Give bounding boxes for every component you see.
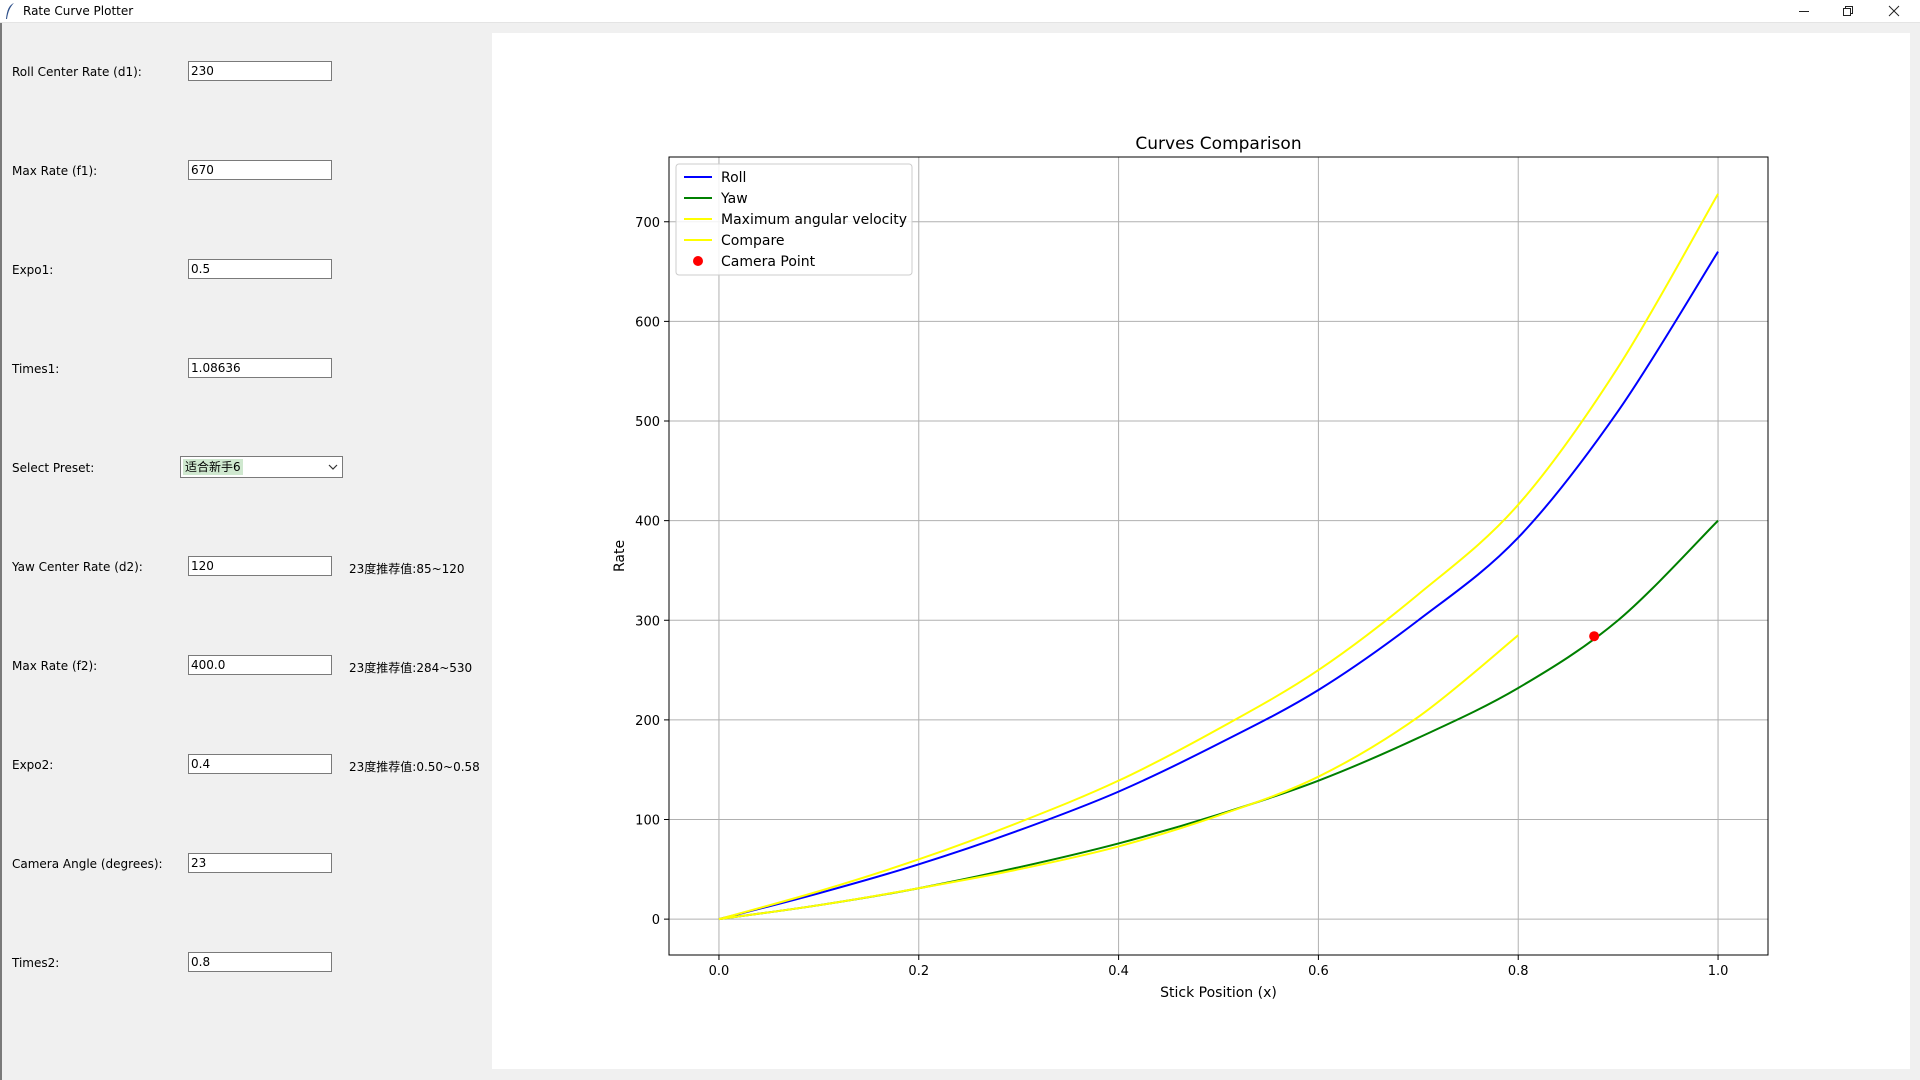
select-preset-label: Select Preset: — [12, 461, 95, 475]
preset-select[interactable]: 适合新手6 — [180, 456, 343, 478]
restore-icon — [1843, 6, 1853, 16]
yaw-center-rate-hint: 23度推荐值:85~120 — [349, 562, 465, 576]
axes-frame — [668, 156, 1769, 956]
legend-label: Roll — [721, 170, 746, 186]
times1-label: Times1: — [12, 362, 60, 376]
expo2-input[interactable] — [188, 754, 332, 774]
max-rate-f2-input[interactable] — [188, 655, 332, 675]
series-line-maximum-angular-velocity — [718, 193, 1719, 921]
y-tick-label: 600 — [635, 315, 660, 330]
expo1-label: Expo1: — [12, 263, 54, 277]
y-tick-label: 300 — [635, 614, 660, 629]
plot-canvas: 0.0 0.2 0.4 0.6 0.8 1.0 0 100 200 300 400 500 600 700… — [492, 33, 1910, 1069]
expo1-input[interactable] — [188, 259, 332, 279]
max-rate-f2-hint: 23度推荐值:284~530 — [349, 661, 473, 675]
chart-legend — [675, 163, 913, 276]
minimize-button[interactable] — [1782, 0, 1826, 22]
x-tick-label: 0.2 — [908, 964, 929, 979]
x-axis-label: Stick Position (x) — [1160, 985, 1277, 1001]
x-tick-label: 0.0 — [709, 964, 730, 979]
y-tick-label: 400 — [635, 515, 660, 530]
restore-button[interactable] — [1826, 0, 1870, 22]
chevron-down-icon — [328, 464, 338, 470]
series-line-roll — [718, 251, 1719, 921]
close-button[interactable] — [1872, 0, 1916, 22]
roll-center-rate-label: Roll Center Rate (d1): — [12, 65, 142, 79]
y-tick-label: 0 — [652, 913, 660, 928]
roll-center-rate-input[interactable] — [188, 61, 332, 81]
parameter-form: Roll Center Rate (d1): Max Rate (f1): Ex… — [2, 23, 490, 1080]
series-line-compare — [718, 634, 1519, 921]
x-tick-label: 0.4 — [1108, 964, 1129, 979]
legend-label: Maximum angular velocity — [721, 212, 907, 228]
yaw-center-rate-input[interactable] — [188, 556, 332, 576]
legend-swatch — [693, 256, 703, 266]
max-rate-f2-label: Max Rate (f2): — [12, 659, 98, 673]
preset-selected-value: 适合新手6 — [183, 459, 243, 475]
yaw-center-rate-label: Yaw Center Rate (d2): — [12, 560, 143, 574]
window-border — [0, 23, 2, 1080]
minimize-icon — [1799, 11, 1809, 12]
window-title: Rate Curve Plotter — [23, 4, 134, 18]
y-tick-label: 700 — [635, 216, 660, 231]
expo2-hint: 23度推荐值:0.50~0.58 — [349, 760, 480, 774]
y-tick-label: 100 — [635, 814, 660, 829]
y-tick-label: 500 — [635, 415, 660, 430]
y-axis-label: Rate — [612, 540, 628, 572]
times1-input[interactable] — [188, 358, 332, 378]
feather-icon — [6, 3, 14, 19]
legend-label: Yaw — [720, 191, 748, 207]
rate-curves-chart: 0.0 0.2 0.4 0.6 0.8 1.0 0 100 200 300 400 500 600 700… — [612, 134, 1769, 1001]
chart-title: Curves Comparison — [1135, 134, 1301, 154]
legend-label: Camera Point — [721, 254, 816, 270]
camera-angle-input[interactable] — [188, 853, 332, 873]
y-tick-label: 200 — [635, 714, 660, 729]
times2-input[interactable] — [188, 952, 332, 972]
times2-label: Times2: — [12, 956, 60, 970]
title-bar: Rate Curve Plotter — [0, 0, 1920, 23]
max-rate-f1-label: Max Rate (f1): — [12, 164, 98, 178]
close-icon — [1888, 5, 1900, 17]
max-rate-f1-input[interactable] — [188, 160, 332, 180]
legend-label: Compare — [721, 233, 785, 249]
x-tick-label: 0.8 — [1508, 964, 1529, 979]
camera-angle-label: Camera Angle (degrees): — [12, 857, 163, 871]
expo2-label: Expo2: — [12, 758, 54, 772]
x-tick-label: 0.6 — [1308, 964, 1329, 979]
camera-point-marker — [1589, 631, 1600, 642]
x-tick-label: 1.0 — [1708, 964, 1729, 979]
